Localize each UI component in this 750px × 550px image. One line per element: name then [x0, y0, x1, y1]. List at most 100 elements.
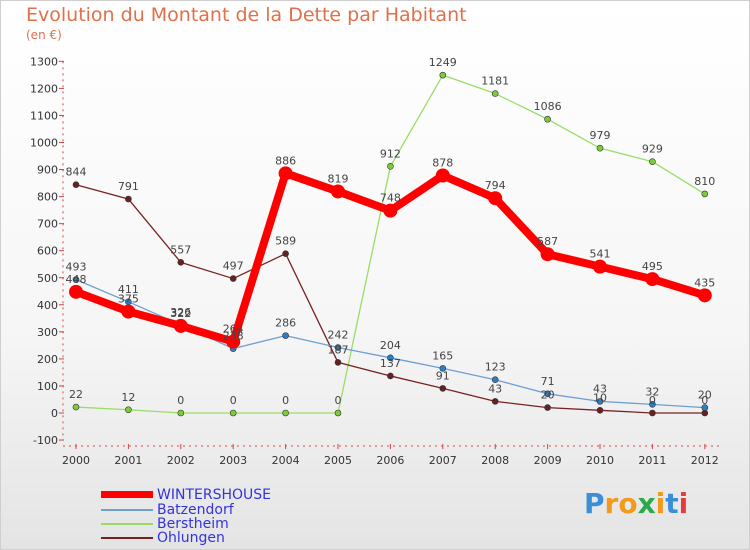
data-point-batzendorf [439, 365, 447, 372]
legend-label-ohlungen: Ohlungen [157, 529, 225, 546]
data-point-ohlungen [491, 398, 499, 405]
data-label-berstheim: 1086 [534, 100, 562, 113]
data-point-ohlungen [229, 275, 237, 282]
logo-letter: o [618, 487, 638, 520]
data-label-batzendorf: 20 [698, 389, 712, 402]
x-tick-label: 2010 [586, 454, 614, 467]
legend-item-berstheim: Berstheim [101, 516, 229, 531]
x-tick-label: 2006 [376, 454, 404, 467]
data-label-batzendorf: 123 [485, 361, 506, 374]
data-label-wintershouse: 435 [694, 276, 715, 289]
data-point-batzendorf [387, 354, 394, 362]
data-point-ohlungen [649, 409, 656, 417]
y-tick-label: 300 [37, 326, 58, 339]
data-point-berstheim [491, 90, 499, 97]
data-point-berstheim [177, 409, 185, 417]
y-tick-label: 900 [37, 164, 58, 177]
data-point-wintershouse [383, 203, 398, 218]
x-tick-label: 2004 [272, 454, 300, 467]
data-label-ohlungen: 0 [701, 394, 708, 407]
logo-letter: i [655, 487, 666, 520]
data-label-batzendorf: 493 [66, 261, 87, 274]
data-point-wintershouse [226, 334, 241, 349]
data-label-batzendorf: 43 [593, 382, 607, 395]
data-point-ohlungen [387, 372, 394, 380]
data-point-ohlungen [334, 359, 342, 366]
x-tick-label: 2002 [167, 454, 195, 467]
data-label-berstheim: 929 [642, 143, 663, 156]
data-label-ohlungen: 43 [488, 382, 502, 395]
data-point-wintershouse [331, 184, 345, 199]
data-point-ohlungen [282, 250, 289, 257]
y-tick-label: 100 [37, 380, 58, 393]
x-tick-label: 2003 [219, 454, 247, 467]
y-tick-label: 600 [37, 245, 58, 258]
data-point-berstheim [544, 115, 551, 123]
data-point-ohlungen [701, 409, 709, 417]
data-point-berstheim [439, 71, 447, 79]
data-point-berstheim [229, 409, 237, 417]
data-label-wintershouse: 878 [432, 157, 453, 170]
x-tick-label: 2005 [324, 454, 352, 467]
data-point-wintershouse [488, 191, 503, 206]
data-point-wintershouse [645, 272, 660, 287]
data-point-berstheim [282, 409, 289, 417]
data-label-berstheim: 22 [69, 388, 83, 401]
y-tick-label: 200 [37, 353, 58, 366]
y-tick-label: 1000 [30, 137, 58, 150]
data-label-wintershouse: 264 [223, 323, 244, 336]
logo-letter: r [604, 487, 619, 520]
y-tick-label: 1200 [30, 82, 58, 95]
y-tick-label: 700 [37, 218, 58, 231]
data-label-ohlungen: 497 [223, 260, 244, 273]
y-tick-label: 1100 [30, 109, 58, 122]
data-label-berstheim: 12 [121, 391, 135, 404]
x-tick-label: 2007 [429, 454, 457, 467]
data-label-batzendorf: 242 [328, 329, 349, 342]
y-tick-label: 1300 [30, 55, 58, 68]
data-point-wintershouse [540, 247, 555, 262]
data-label-ohlungen: 20 [541, 389, 555, 402]
data-label-ohlungen: 589 [275, 235, 296, 248]
x-tick-label: 2000 [62, 454, 90, 467]
y-tick-label: 500 [37, 272, 58, 285]
data-label-ohlungen: 137 [380, 357, 401, 370]
data-label-wintershouse: 322 [170, 307, 191, 320]
legend-swatch-berstheim [101, 522, 153, 525]
data-label-wintershouse: 794 [485, 179, 506, 192]
data-label-ohlungen: 791 [118, 180, 139, 193]
data-point-wintershouse [173, 318, 188, 333]
data-point-batzendorf [701, 404, 709, 411]
data-label-berstheim: 0 [335, 394, 342, 407]
data-point-ohlungen [125, 195, 132, 203]
data-label-ohlungen: 0 [649, 394, 656, 407]
data-label-wintershouse: 448 [66, 273, 87, 286]
data-point-batzendorf [334, 344, 342, 351]
legend-label-batzendorf: Batzendorf [157, 501, 234, 518]
logo-letter: i [678, 487, 689, 520]
data-label-berstheim: 0 [282, 394, 289, 407]
data-label-batzendorf: 204 [380, 339, 401, 352]
data-point-batzendorf [491, 376, 499, 384]
data-point-berstheim [72, 403, 80, 411]
data-label-ohlungen: 187 [328, 343, 349, 356]
data-point-berstheim [334, 409, 342, 417]
data-point-wintershouse [278, 166, 293, 181]
data-point-ohlungen [177, 259, 185, 266]
data-point-berstheim [596, 144, 604, 152]
data-label-wintershouse: 748 [380, 192, 401, 205]
data-point-wintershouse [593, 259, 607, 274]
data-label-ohlungen: 91 [436, 369, 450, 382]
data-point-ohlungen [72, 181, 80, 188]
data-point-wintershouse [697, 288, 712, 303]
legend-swatch-ohlungen [101, 536, 153, 539]
data-point-ohlungen [596, 406, 604, 414]
data-point-berstheim [125, 406, 132, 414]
data-point-wintershouse [435, 168, 450, 183]
data-point-ohlungen [439, 385, 447, 392]
data-label-berstheim: 1249 [429, 56, 457, 69]
legend-label-berstheim: Berstheim [157, 515, 229, 532]
data-label-berstheim: 0 [230, 394, 237, 407]
legend-item-batzendorf: Batzendorf [101, 502, 234, 517]
